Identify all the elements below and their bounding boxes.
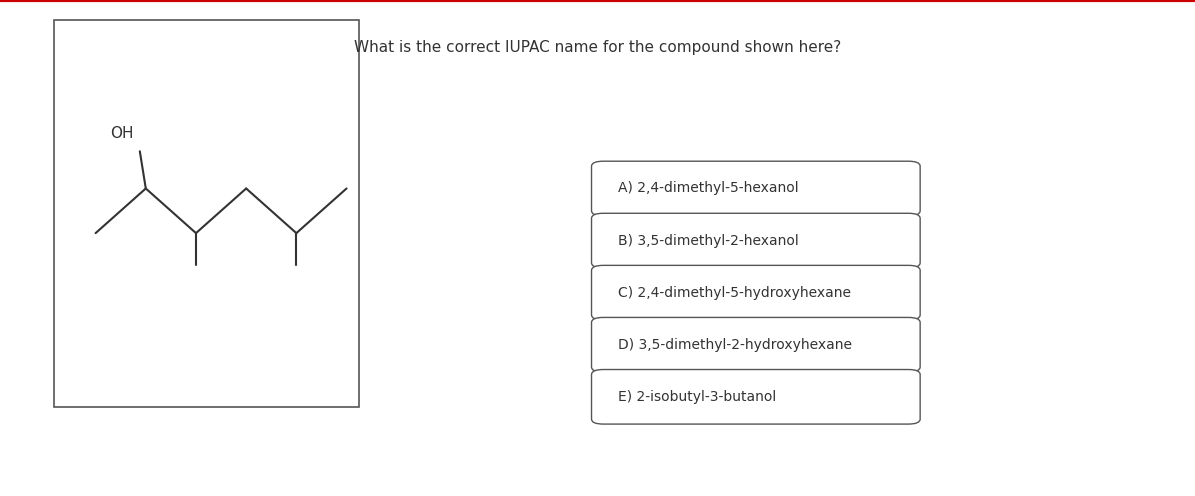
Text: E) 2-isobutyl-3-butanol: E) 2-isobutyl-3-butanol [618,390,776,404]
Text: C) 2,4-dimethyl-5-hydroxyhexane: C) 2,4-dimethyl-5-hydroxyhexane [618,286,851,300]
Text: D) 3,5-dimethyl-2-hydroxyhexane: D) 3,5-dimethyl-2-hydroxyhexane [618,338,852,352]
Text: B) 3,5-dimethyl-2-hexanol: B) 3,5-dimethyl-2-hexanol [618,234,798,248]
Text: What is the correct IUPAC name for the compound shown here?: What is the correct IUPAC name for the c… [354,40,841,55]
FancyBboxPatch shape [592,161,920,216]
FancyBboxPatch shape [592,213,920,268]
FancyBboxPatch shape [592,370,920,424]
FancyBboxPatch shape [54,20,358,407]
FancyBboxPatch shape [592,265,920,320]
Text: OH: OH [110,126,134,141]
FancyBboxPatch shape [592,317,920,372]
Text: A) 2,4-dimethyl-5-hexanol: A) 2,4-dimethyl-5-hexanol [618,182,798,195]
